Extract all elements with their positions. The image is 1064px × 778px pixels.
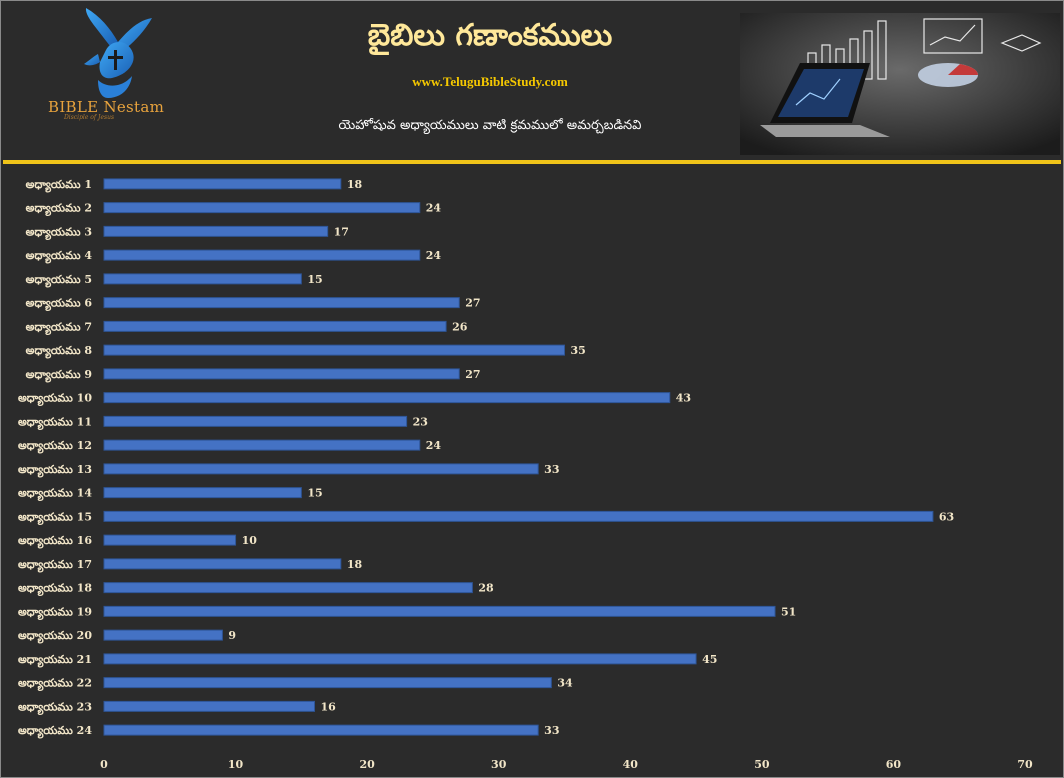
- bar[interactable]: [103, 344, 565, 356]
- website-link[interactable]: www.TeluguBibleStudy.com: [412, 74, 568, 89]
- category-label: అధ్యాయము 16: [18, 534, 92, 549]
- category-label: అధ్యాయము 18: [18, 582, 92, 597]
- bar[interactable]: [103, 320, 447, 332]
- bar[interactable]: [103, 558, 342, 570]
- bar[interactable]: [103, 700, 316, 712]
- header: BIBLE Nestam Disciple of Jesus బైబిలు గణ…: [0, 0, 1064, 160]
- bar[interactable]: [103, 677, 552, 689]
- logo-text: BIBLE Nestam: [48, 98, 165, 116]
- data-label: 45: [702, 653, 717, 666]
- bar[interactable]: [103, 202, 421, 214]
- page-title: బైబిలు గణాంకములు: [367, 18, 613, 53]
- category-label: అధ్యాయము 10: [18, 392, 92, 407]
- bar[interactable]: [103, 273, 302, 285]
- category-label: అధ్యాయము 5: [26, 273, 92, 288]
- x-tick-label: 70: [1017, 758, 1033, 771]
- data-label: 28: [478, 582, 494, 595]
- dove-logo-icon: [84, 8, 152, 98]
- category-label: అధ్యాయము 19: [18, 605, 92, 620]
- bar[interactable]: [103, 415, 408, 427]
- header-divider: [3, 160, 1061, 164]
- data-label: 27: [465, 297, 480, 310]
- category-label: అధ్యాయము 15: [18, 510, 92, 525]
- bar[interactable]: [103, 368, 460, 380]
- data-label: 10: [242, 534, 258, 547]
- data-label: 24: [426, 202, 442, 215]
- data-label: 17: [334, 225, 349, 238]
- data-label: 18: [347, 558, 363, 571]
- bar[interactable]: [103, 629, 223, 641]
- category-label: అధ్యాయము 17: [18, 558, 92, 573]
- x-tick-label: 40: [623, 758, 639, 771]
- category-label: అధ్యాయము 4: [26, 249, 93, 264]
- data-label: 35: [571, 344, 586, 357]
- bar[interactable]: [103, 249, 421, 261]
- category-label: అధ్యాయము 6: [26, 297, 93, 312]
- data-label: 18: [347, 178, 363, 191]
- data-label: 15: [307, 273, 322, 286]
- data-label: 51: [781, 605, 796, 618]
- bar-chart: అధ్యాయము 1 18 అధ్యాయము 2 24 అధ్యాయము 3 17 అధ్య…: [18, 178, 1033, 771]
- category-label: అధ్యాయము 2: [26, 202, 92, 217]
- data-label: 23: [413, 415, 428, 428]
- category-label: అధ్యాయము 13: [18, 463, 92, 478]
- bar[interactable]: [103, 605, 776, 617]
- category-label: అధ్యాయము 24: [18, 724, 92, 739]
- bar[interactable]: [103, 178, 342, 190]
- laptop-analytics-image: [740, 13, 1060, 155]
- bar[interactable]: [103, 439, 421, 451]
- x-tick-label: 50: [754, 758, 770, 771]
- bar[interactable]: [103, 487, 302, 499]
- x-tick-label: 30: [491, 758, 507, 771]
- data-label: 34: [557, 677, 573, 690]
- data-label: 16: [321, 700, 337, 713]
- data-label: 9: [228, 629, 236, 642]
- category-label: అధ్యాయము 21: [18, 653, 92, 668]
- bar[interactable]: [103, 297, 460, 309]
- category-label: అధ్యాయము 9: [26, 368, 92, 383]
- bar[interactable]: [103, 724, 539, 736]
- data-label: 33: [544, 463, 559, 476]
- category-label: అధ్యాయము 7: [26, 320, 92, 335]
- bar[interactable]: [103, 463, 539, 475]
- category-label: అధ్యాయము 11: [18, 415, 92, 430]
- bar[interactable]: [103, 225, 329, 237]
- category-label: అధ్యాయము 23: [18, 700, 92, 715]
- data-label: 63: [939, 510, 954, 523]
- category-label: అధ్యాయము 14: [18, 487, 92, 502]
- data-label: 24: [426, 249, 442, 262]
- data-label: 26: [452, 320, 468, 333]
- x-tick-label: 20: [359, 758, 375, 771]
- category-label: అధ్యాయము 1: [26, 178, 92, 193]
- x-tick-label: 60: [886, 758, 902, 771]
- bar[interactable]: [103, 582, 473, 594]
- category-label: అధ్యాయము 3: [26, 225, 92, 240]
- data-label: 33: [544, 724, 559, 737]
- x-tick-label: 10: [228, 758, 244, 771]
- data-label: 27: [465, 368, 480, 381]
- data-label: 43: [676, 392, 691, 405]
- bar[interactable]: [103, 653, 697, 665]
- data-label: 24: [426, 439, 442, 452]
- bar[interactable]: [103, 392, 671, 404]
- bar[interactable]: [103, 510, 934, 522]
- chart-subtitle: యెహోషువ అధ్యాయములు వాటి క్రమములో అమర్చబడ…: [338, 118, 642, 133]
- category-label: అధ్యాయము 8: [26, 344, 93, 359]
- x-tick-label: 0: [100, 758, 108, 771]
- category-label: అధ్యాయము 12: [18, 439, 92, 454]
- category-label: అధ్యాయము 20: [18, 629, 92, 644]
- data-label: 15: [307, 487, 322, 500]
- category-label: అధ్యాయము 22: [18, 677, 92, 692]
- logo-tagline: Disciple of Jesus: [64, 114, 115, 121]
- bar[interactable]: [103, 534, 237, 546]
